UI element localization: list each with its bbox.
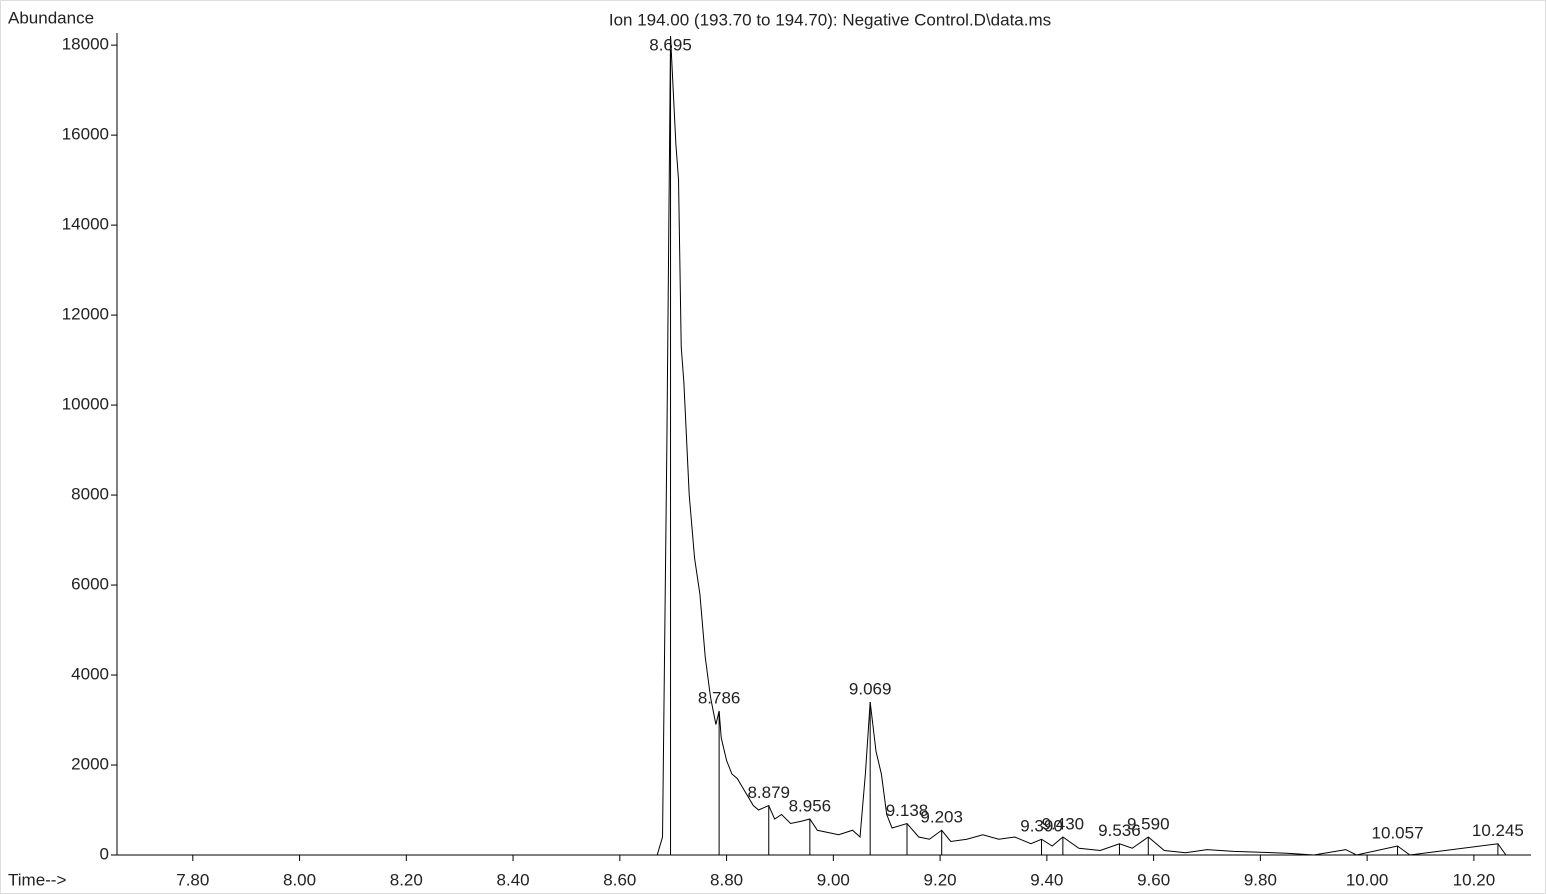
y-tick-label: 6000 — [71, 575, 109, 594]
y-tick-label: 4000 — [71, 665, 109, 684]
peak-label: 9.536 — [1098, 821, 1141, 840]
x-tick-label: 9.60 — [1137, 870, 1170, 889]
x-tick-label: 9.20 — [924, 870, 957, 889]
x-tick-label: 8.80 — [710, 870, 743, 889]
x-tick-label: 9.40 — [1030, 870, 1063, 889]
trace — [117, 36, 1531, 856]
peak-label: 10.057 — [1372, 823, 1424, 842]
y-tick-label: 18000 — [62, 35, 109, 54]
x-tick-label: 10.20 — [1453, 870, 1496, 889]
x-tick-label: 8.20 — [390, 870, 423, 889]
y-tick-label: 10000 — [62, 395, 109, 414]
chart-title: Ion 194.00 (193.70 to 194.70): Negative … — [609, 10, 1051, 29]
x-tick-label: 9.80 — [1244, 870, 1277, 889]
y-tick-label: 16000 — [62, 125, 109, 144]
x-tick-label: 8.40 — [497, 870, 530, 889]
peak-label: 8.786 — [698, 689, 741, 708]
peak-label: 8.879 — [747, 783, 790, 802]
peak-label: 9.203 — [920, 808, 963, 827]
peak-label: 10.245 — [1472, 821, 1524, 840]
y-tick-label: 14000 — [62, 215, 109, 234]
y-tick-label: 2000 — [71, 755, 109, 774]
peak-label: 9.590 — [1127, 814, 1170, 833]
y-axis-label: Abundance — [8, 8, 94, 27]
y-tick-label: 12000 — [62, 305, 109, 324]
x-tick-label: 9.00 — [817, 870, 850, 889]
peak-label: 9.430 — [1042, 814, 1085, 833]
peak-label: 9.138 — [886, 801, 929, 820]
x-tick-label: 7.80 — [176, 870, 209, 889]
y-tick-label: 0 — [100, 844, 109, 863]
peak-label: 8.695 — [649, 35, 692, 54]
x-axis-label: Time--> — [8, 870, 66, 889]
x-tick-label: 8.60 — [603, 870, 636, 889]
peak-label: 9.390 — [1020, 817, 1063, 836]
peak-label: 9.069 — [849, 680, 892, 699]
x-tick-label: 10.00 — [1346, 870, 1389, 889]
peak-label: 8.956 — [789, 796, 832, 815]
y-tick-label: 8000 — [71, 485, 109, 504]
x-tick-label: 8.00 — [283, 870, 316, 889]
